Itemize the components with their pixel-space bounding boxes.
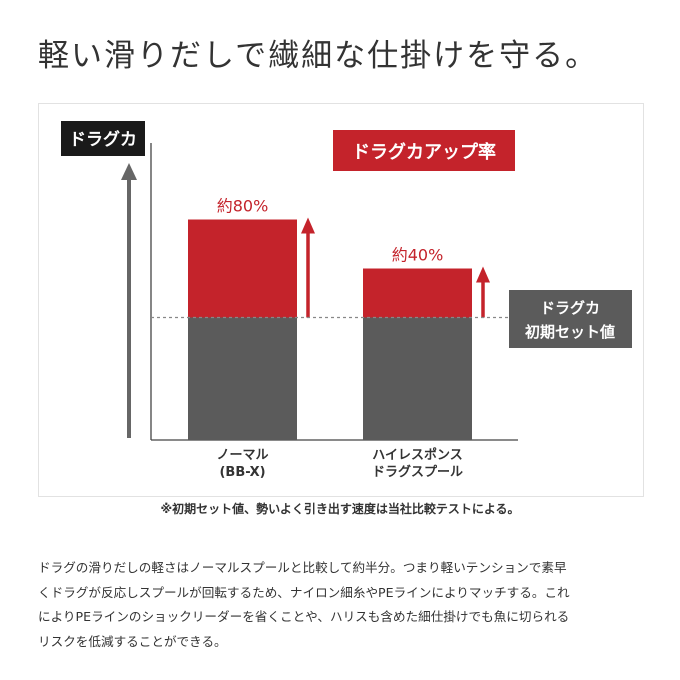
ylabel-badge: [61, 121, 145, 156]
bar-increase-segment: [188, 219, 297, 318]
description-line: くドラグが反応しスプールが回転するため、ナイロン細糸やPEラインによりマッチする…: [38, 584, 570, 600]
baseline-label-line1: ドラグカ: [540, 299, 600, 317]
increase-arrow-head: [476, 266, 490, 283]
category-label: (BB-X): [219, 465, 265, 480]
description-line: によりPEラインのショックリーダーを省くことや、ハリスも含めた細仕掛けでも魚に切…: [38, 609, 570, 624]
page-title: 軽い滑りだしで繊細な仕掛けを守る。: [38, 38, 599, 74]
category-label: ハイレスポンス: [372, 447, 462, 463]
increase-label: 約80%: [217, 197, 269, 216]
description-text: ドラグの滑りだしの軽さはノーマルスプールと比較して約半分。つまり軽いテンションで…: [38, 556, 648, 654]
legend-badge: [333, 130, 515, 171]
description-line: リスクを低減することができる。: [38, 633, 227, 649]
ylabel-text: ドラグカ: [69, 129, 137, 150]
category-label: ドラグスプール: [372, 464, 463, 480]
legend-text: ドラグカアップ率: [352, 141, 496, 163]
bar-base-segment: [188, 317, 297, 440]
y-arrow-head: [121, 163, 137, 180]
baseline-label-line2: 初期セット値: [525, 323, 615, 341]
bar-increase-segment: [363, 268, 472, 318]
increase-label: 約40%: [392, 246, 444, 265]
bar-base-segment: [363, 317, 472, 440]
category-label: ノーマル: [216, 448, 268, 463]
chart-panel: [38, 103, 644, 497]
increase-arrow-head: [301, 217, 315, 234]
footnote: ※初期セット値、勢いよく引き出す速度は当社比較テストによる。: [160, 502, 520, 516]
description-line: ドラグの滑りだしの軽さはノーマルスプールと比較して約半分。つまり軽いテンションで…: [38, 560, 567, 575]
baseline-label-box: [509, 290, 632, 348]
